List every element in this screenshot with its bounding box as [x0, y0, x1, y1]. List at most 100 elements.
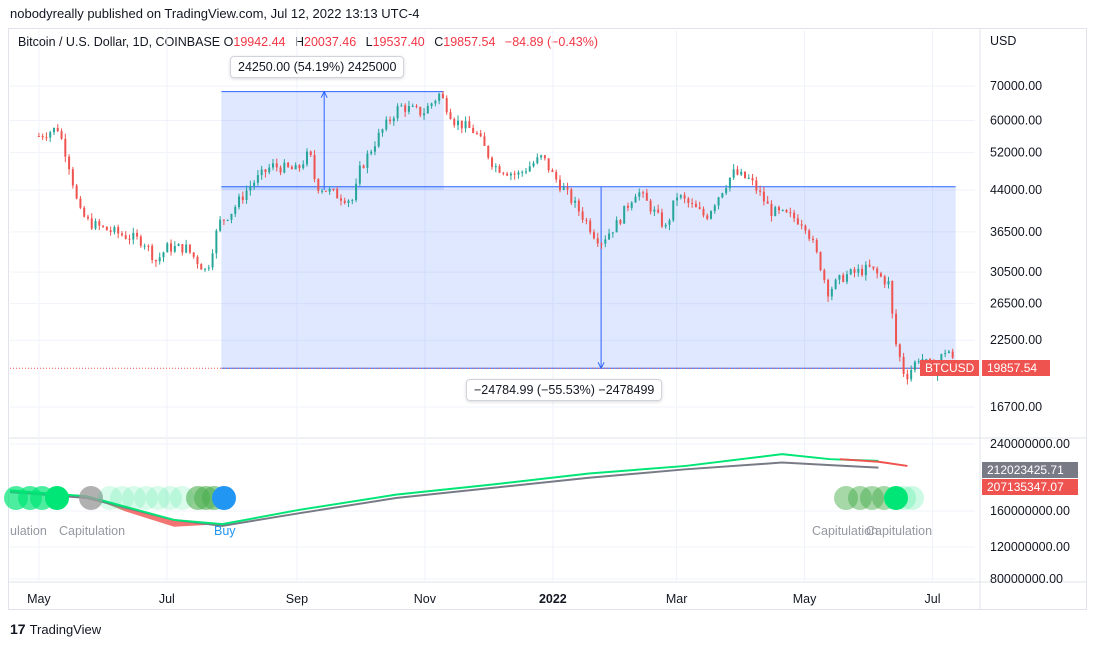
candle-body — [483, 136, 486, 146]
candle-body — [509, 173, 512, 176]
candle-body — [449, 112, 452, 120]
candle-body — [128, 238, 131, 240]
footer-brand-label: TradingView — [29, 621, 102, 637]
candle-body — [434, 100, 437, 104]
candle-body — [759, 190, 762, 192]
candle-body — [423, 113, 426, 116]
candle-body — [683, 195, 686, 199]
candle-body — [944, 353, 947, 355]
candle-body — [566, 187, 569, 190]
candle-body — [370, 151, 373, 154]
candle-body — [642, 192, 645, 194]
candle-body — [185, 244, 188, 253]
label-capitulation-right-2: Capitulation — [866, 524, 933, 538]
candle-body — [740, 171, 743, 175]
price-tick-label: 36500.00 — [990, 225, 1042, 239]
candle-body — [430, 103, 433, 107]
candle-body — [377, 132, 380, 147]
candle-body — [117, 227, 120, 234]
candle-body — [577, 200, 580, 212]
candle-body — [373, 146, 376, 152]
candle-body — [256, 175, 259, 183]
candle-body — [513, 173, 516, 175]
candle-body — [604, 239, 607, 244]
candle-body — [313, 155, 316, 180]
candle-body — [56, 127, 59, 132]
candle-body — [396, 106, 399, 119]
price-tag-symbol: BTCUSD — [920, 360, 980, 376]
candle-body — [623, 205, 626, 224]
candle-body — [728, 177, 731, 189]
price-tick-label: 30500.00 — [990, 265, 1042, 279]
candle-body — [774, 207, 777, 217]
candle-body — [45, 137, 48, 139]
candle-body — [355, 183, 358, 201]
candle-body — [475, 132, 478, 134]
candle-body — [868, 264, 871, 267]
candle-body — [249, 185, 252, 191]
candle-body — [324, 190, 327, 192]
candle-body — [732, 169, 735, 178]
candle-body — [543, 155, 546, 159]
candle-body — [887, 281, 890, 285]
candle-body — [842, 275, 845, 282]
candle-body — [332, 188, 335, 190]
candle-body — [71, 169, 74, 186]
signal-circle — [212, 486, 236, 510]
candle-body — [611, 232, 614, 234]
candle-body — [294, 165, 297, 170]
candle-body — [207, 267, 210, 269]
candle-body — [864, 264, 867, 276]
candle-body — [736, 169, 739, 175]
candle-body — [245, 190, 248, 201]
candle-body — [861, 268, 864, 276]
candle-body — [479, 133, 482, 137]
candle-body — [838, 275, 841, 280]
candle-body — [460, 120, 463, 129]
candle-body — [793, 212, 796, 219]
candle-body — [925, 359, 928, 361]
candle-body — [234, 207, 237, 214]
high-value: 20037.46 — [304, 35, 357, 49]
candle-body — [747, 177, 750, 179]
signal-circle — [45, 486, 69, 510]
candle-body — [181, 244, 184, 253]
candle-body — [804, 225, 807, 231]
candle-body — [60, 131, 63, 139]
candle-body — [898, 344, 901, 357]
time-tick-label: Jul — [159, 592, 175, 606]
label-capitulation-partial: ulation — [10, 524, 47, 538]
open-key: O — [223, 35, 234, 49]
candle-body — [649, 200, 652, 212]
candle-body — [789, 212, 792, 214]
candle-body — [755, 180, 758, 191]
candle-body — [528, 166, 531, 172]
candle-body — [664, 224, 667, 227]
candle-body — [713, 205, 716, 212]
candle-body — [830, 288, 833, 297]
candle-body — [381, 129, 384, 133]
candle-body — [404, 105, 407, 112]
footer-brand[interactable]: 17 TradingView — [10, 621, 101, 637]
candle-body — [562, 187, 565, 190]
candle-body — [464, 121, 467, 129]
candle-body — [857, 268, 860, 273]
tradingview-logo-icon: 17 — [10, 621, 26, 637]
candle-body — [226, 219, 229, 221]
candle-body — [52, 127, 55, 133]
candle-body — [264, 169, 267, 173]
measure-up-box — [221, 91, 444, 191]
candle-body — [819, 252, 822, 271]
candle-body — [872, 266, 875, 269]
candle-body — [615, 220, 618, 233]
candle-body — [351, 200, 354, 202]
candle-body — [698, 207, 701, 209]
candle-body — [426, 106, 429, 114]
signal-circle — [110, 486, 134, 510]
open-value: 19942.44 — [233, 35, 286, 49]
candle-body — [298, 165, 301, 169]
candle-body — [596, 238, 599, 244]
candle-body — [238, 196, 241, 208]
measure-down-label: −24784.99 (−55.53%) −2478499 — [466, 379, 663, 401]
